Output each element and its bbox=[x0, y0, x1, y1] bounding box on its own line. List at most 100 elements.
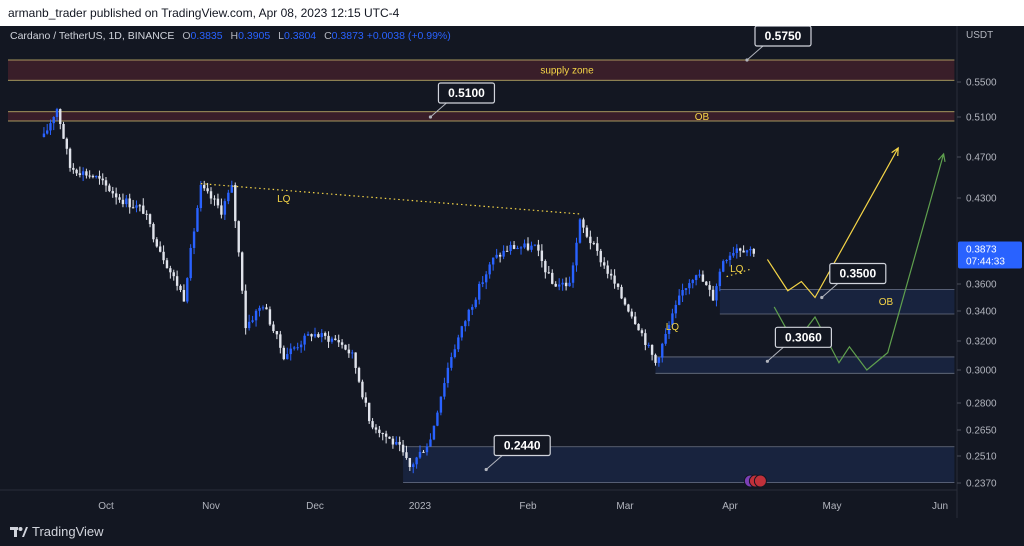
candle bbox=[568, 276, 571, 287]
candle bbox=[644, 329, 647, 351]
price-tick-label: 0.2650 bbox=[966, 426, 997, 437]
high-value: 0.3905 bbox=[238, 30, 271, 42]
candle bbox=[199, 180, 203, 212]
price-callout-0[interactable]: 0.5750 bbox=[745, 26, 812, 62]
candle bbox=[42, 127, 46, 138]
candle bbox=[135, 200, 138, 213]
time-tick-label: May bbox=[823, 501, 842, 512]
price-callout-2[interactable]: 0.3500 bbox=[820, 262, 887, 300]
candle bbox=[152, 222, 155, 243]
price-tick-label: 0.2370 bbox=[966, 479, 997, 490]
publisher-header: armanb_trader published on TradingView.c… bbox=[0, 0, 1024, 26]
candle bbox=[49, 119, 52, 135]
zone-4[interactable] bbox=[403, 446, 955, 483]
candle bbox=[165, 257, 169, 269]
price-tick-label: 0.3400 bbox=[966, 307, 997, 318]
candle bbox=[317, 332, 320, 338]
candle bbox=[540, 244, 544, 268]
price-tick-label: 0.2800 bbox=[966, 399, 997, 410]
price-tick-label: 0.4300 bbox=[966, 194, 997, 205]
candle bbox=[582, 217, 585, 233]
candle bbox=[381, 432, 384, 441]
candle bbox=[495, 248, 498, 259]
price-tick-label: 0.2510 bbox=[966, 452, 997, 463]
liquidity-line[interactable] bbox=[200, 183, 581, 215]
price-axis[interactable]: 0.5500 0.5100 0.4700 0.4300 0.3600 0.3400 0.32… bbox=[957, 78, 1022, 490]
candle bbox=[498, 252, 502, 263]
candle bbox=[698, 269, 701, 278]
price-callout-1[interactable]: 0.5100 bbox=[428, 82, 496, 119]
candle bbox=[415, 456, 418, 469]
candle bbox=[681, 283, 684, 302]
candle bbox=[530, 241, 533, 253]
candle bbox=[561, 278, 564, 291]
candle bbox=[395, 436, 398, 446]
projection-yellow[interactable] bbox=[766, 147, 899, 299]
candle bbox=[85, 168, 88, 179]
price-callout-4[interactable]: 0.2440 bbox=[484, 434, 551, 472]
candle bbox=[293, 345, 296, 351]
price-tick-label: 0.5100 bbox=[966, 113, 997, 124]
candle bbox=[606, 260, 609, 279]
time-tick-label: Oct bbox=[98, 501, 114, 512]
publisher-text: armanb_trader published on TradingView.c… bbox=[8, 6, 400, 20]
candle bbox=[367, 402, 371, 424]
candle bbox=[725, 259, 728, 264]
candle bbox=[125, 194, 128, 208]
zone-1[interactable] bbox=[8, 111, 955, 121]
zone-label: supply zone bbox=[540, 66, 594, 77]
zone-2[interactable] bbox=[719, 289, 955, 314]
candle bbox=[640, 328, 644, 337]
candle bbox=[691, 278, 694, 289]
candle bbox=[258, 305, 261, 317]
candle bbox=[111, 186, 114, 198]
candle bbox=[401, 439, 405, 456]
candle bbox=[78, 166, 82, 178]
candle bbox=[526, 237, 530, 252]
close-label: C bbox=[324, 30, 332, 42]
candle bbox=[244, 284, 247, 335]
candle bbox=[206, 182, 209, 194]
candle bbox=[592, 241, 596, 246]
price-callout-3[interactable]: 0.3060 bbox=[765, 326, 833, 363]
candle bbox=[519, 246, 523, 255]
candle bbox=[589, 230, 592, 250]
callout-text: 0.5100 bbox=[448, 86, 485, 100]
candle bbox=[230, 180, 233, 193]
open-value: 0.3835 bbox=[190, 30, 223, 42]
candle bbox=[203, 180, 206, 191]
candle bbox=[310, 333, 313, 342]
candle bbox=[148, 213, 152, 228]
time-tick-label: 2023 bbox=[409, 501, 432, 512]
time-axis[interactable]: Oct Nov Dec 2023 Feb Mar Apr May Jun bbox=[98, 501, 948, 512]
candle bbox=[432, 425, 436, 441]
overlay-layer: LQ LQ LQ 0.5750 0.5100 0.3500 0.3060 0.2440 bbox=[200, 26, 946, 488]
footer-bar: TradingView bbox=[0, 518, 1024, 546]
candle bbox=[688, 279, 691, 295]
candle bbox=[749, 246, 752, 257]
candle bbox=[739, 247, 742, 258]
candle bbox=[657, 357, 661, 367]
zone-label: OB bbox=[695, 112, 710, 123]
candle bbox=[711, 285, 715, 301]
candle bbox=[340, 339, 344, 349]
candle bbox=[330, 336, 334, 344]
candle bbox=[661, 342, 664, 363]
candle bbox=[72, 163, 75, 174]
candle bbox=[722, 259, 725, 273]
candle bbox=[138, 203, 142, 212]
candle bbox=[674, 300, 678, 319]
candle bbox=[627, 303, 630, 313]
callout-text: 0.3060 bbox=[785, 330, 822, 344]
candle bbox=[337, 334, 340, 347]
tradingview-logo[interactable]: TradingView bbox=[10, 524, 104, 539]
candle bbox=[429, 433, 432, 447]
projection-arrowhead bbox=[937, 152, 946, 162]
zone-3[interactable] bbox=[655, 356, 955, 374]
price-chart[interactable]: supply zone OB OB LQ LQ LQ 0.5750 0.5100 0.3500… bbox=[0, 26, 1024, 518]
time-tick-label: Feb bbox=[519, 501, 537, 512]
event-marker-icon[interactable] bbox=[753, 474, 767, 488]
zone-0[interactable] bbox=[8, 60, 955, 81]
low-value: 0.3804 bbox=[284, 30, 317, 42]
